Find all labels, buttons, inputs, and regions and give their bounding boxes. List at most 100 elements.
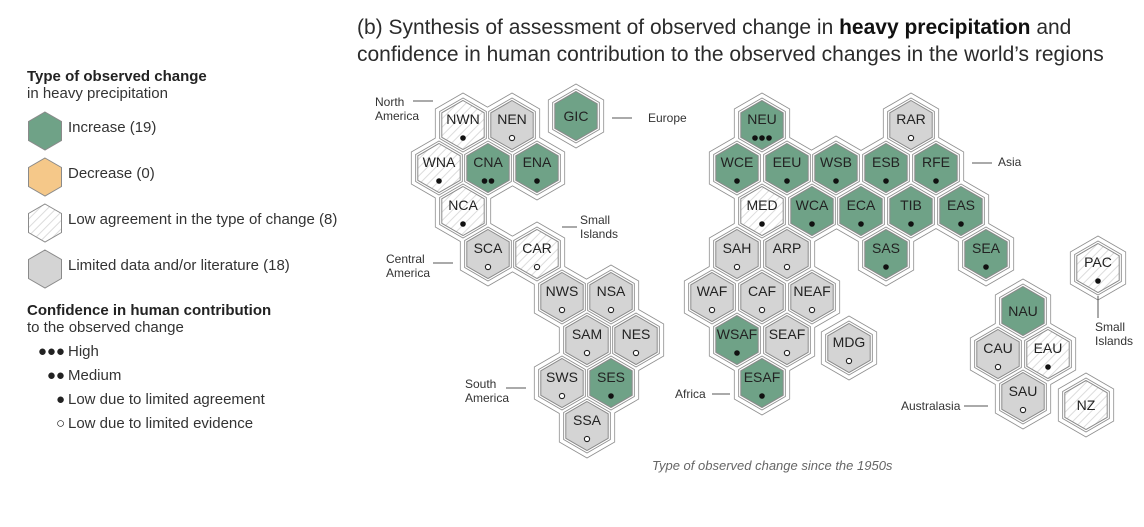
legend-confidence-high: ●●● High <box>27 342 357 366</box>
continent-label: America <box>386 266 430 280</box>
region-code: NCA <box>448 197 478 213</box>
region-code: NES <box>622 326 651 342</box>
region-code: TIB <box>900 197 922 213</box>
continent-label: America <box>375 109 419 123</box>
confidence-high-icon <box>759 135 765 141</box>
region-code: ESAF <box>744 369 781 385</box>
region-car: CAR <box>515 228 559 280</box>
confidence-low-agreement-icon <box>460 221 466 227</box>
region-hexagons: NWN NEN GIC WNA CNA ENA NCA SCA CAR NWS NSA SAM NES S… <box>417 90 1120 452</box>
confidence-medium-icon <box>481 178 488 184</box>
legend-confidence-low-evidence: ○ Low due to limited evidence <box>27 414 357 438</box>
region-nau: NAU <box>1001 285 1045 337</box>
confidence-dots-icon: ●● <box>46 367 65 384</box>
region-hexagon <box>1026 328 1070 380</box>
legend-swatch-lim <box>28 249 62 289</box>
legend-item-lim: Limited data and/or literature (18) <box>27 246 357 292</box>
region-code: GIC <box>564 108 589 124</box>
region-mdg: MDG <box>827 322 871 374</box>
region-hexagon <box>565 314 609 366</box>
region-nz: NZ <box>1064 379 1108 431</box>
region-rfe: RFE <box>914 142 958 194</box>
title-suffix: and confidence in human contribution to … <box>357 16 1104 66</box>
confidence-low-agreement-icon <box>858 221 864 227</box>
region-code: SAM <box>572 326 602 342</box>
region-sws: SWS <box>540 357 584 409</box>
confidence-low-agreement-icon <box>1095 278 1101 284</box>
continent-label: Africa <box>675 387 706 401</box>
legend-confidence-heading: Confidence in human contribution <box>27 302 272 319</box>
region-hexagon <box>515 228 559 280</box>
region-hexagon <box>589 357 633 409</box>
region-hexagon <box>740 357 784 409</box>
region-wsaf: WSAF <box>715 314 759 366</box>
region-ses: SES <box>589 357 633 409</box>
region-code: NWS <box>546 283 579 299</box>
legend-label-inc: Increase (19) <box>68 119 157 136</box>
confidence-low-agreement-icon <box>883 264 889 270</box>
region-sau: SAU <box>1001 371 1045 423</box>
legend-type-heading: Type of observed change <box>27 68 207 85</box>
region-hexagon <box>889 99 933 151</box>
region-nca: NCA <box>441 185 485 237</box>
confidence-low-agreement-icon <box>833 178 839 184</box>
continent-label: Small <box>1095 320 1125 334</box>
continent-leader-lines <box>413 100 1099 407</box>
region-code: NWN <box>446 111 479 127</box>
region-code: SEAF <box>769 326 806 342</box>
confidence-low-evidence-icon <box>808 306 816 314</box>
confidence-low-agreement-icon <box>734 178 740 184</box>
region-code: RAR <box>896 111 926 127</box>
region-hexagon <box>839 185 883 237</box>
confidence-low-agreement-icon <box>734 350 740 356</box>
region-cau: CAU <box>976 328 1020 380</box>
region-code: WCA <box>796 197 829 213</box>
region-hexagon <box>1001 285 1045 337</box>
continent-labels: NorthAmericaCentralAmericaSmallIslandsSo… <box>375 95 1133 413</box>
confidence-low-evidence-icon <box>607 306 615 314</box>
confidence-low-evidence-icon <box>783 349 791 357</box>
confidence-dots-icon: ●●● <box>37 343 65 360</box>
confidence-low-evidence-icon <box>907 134 915 142</box>
region-code: ARP <box>773 240 802 256</box>
legend-type-list: Increase (19) Decrease (0) Low agreement i… <box>27 108 357 292</box>
region-hexagon <box>827 322 871 374</box>
region-code: WAF <box>697 283 728 299</box>
region-pac: PAC <box>1076 242 1120 294</box>
region-code: MED <box>746 197 777 213</box>
region-eca: ECA <box>839 185 883 237</box>
confidence-label: Low due to limited evidence <box>68 415 254 432</box>
region-code: MDG <box>833 334 866 350</box>
confidence-low-agreement-icon <box>809 221 815 227</box>
region-code: ECA <box>847 197 876 213</box>
region-eas: EAS <box>939 185 983 237</box>
continent-label: Islands <box>580 227 618 241</box>
confidence-low-evidence-icon <box>484 263 492 271</box>
confidence-low-evidence-icon <box>994 363 1002 371</box>
region-hexagon <box>715 314 759 366</box>
legend-item-dec: Decrease (0) <box>27 154 357 200</box>
region-code: SAS <box>872 240 900 256</box>
region-hexagon <box>540 271 584 323</box>
region-hexagon <box>490 99 534 151</box>
region-hexagon <box>964 228 1008 280</box>
region-sca: SCA <box>466 228 510 280</box>
confidence-low-evidence-icon <box>632 349 640 357</box>
legend: Type of observed change in heavy precipi… <box>27 68 357 438</box>
confidence-low-agreement-icon <box>1045 364 1051 370</box>
region-code: EAS <box>947 197 975 213</box>
region-code: CAF <box>748 283 776 299</box>
legend-label-low: Low agreement in the type of change (8) <box>68 211 338 228</box>
continent-label: Small <box>580 213 610 227</box>
region-eeu: EEU <box>765 142 809 194</box>
region-hexagon <box>889 185 933 237</box>
confidence-low-evidence-icon <box>758 306 766 314</box>
confidence-medium-icon <box>488 178 495 184</box>
confidence-low-evidence-icon <box>558 306 566 314</box>
region-eau: EAU <box>1026 328 1070 380</box>
continent-label: Islands <box>1095 334 1133 348</box>
region-code: EAU <box>1034 340 1063 356</box>
region-code: CAR <box>522 240 552 256</box>
continent-label: South <box>465 377 496 391</box>
